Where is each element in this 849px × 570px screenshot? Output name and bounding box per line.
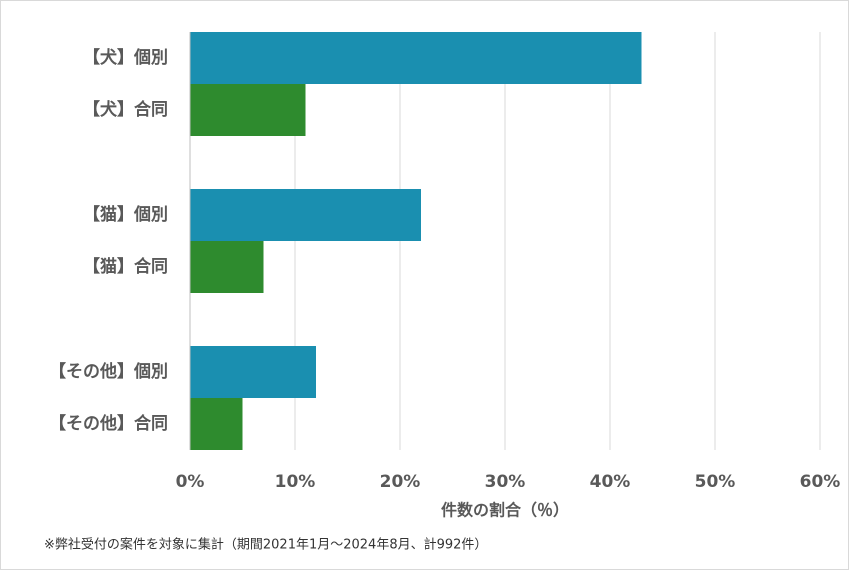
bar (190, 241, 264, 293)
y-tick-label: 【その他】合同 (49, 413, 168, 434)
bar (190, 32, 642, 84)
y-tick-label: 【猫】合同 (83, 256, 168, 277)
y-tick-label: 【猫】個別 (83, 204, 168, 225)
x-tick-label: 10% (275, 472, 316, 492)
bar (190, 398, 243, 450)
x-tick-label: 20% (380, 472, 421, 492)
bar (190, 346, 316, 398)
x-tick-label: 40% (590, 472, 631, 492)
x-tick-label: 30% (485, 472, 526, 492)
y-tick-label: 【犬】合同 (83, 99, 168, 120)
x-tick-label: 0% (176, 472, 205, 492)
y-tick-label: 【犬】個別 (83, 47, 168, 68)
bar (190, 189, 421, 241)
x-axis-title: 件数の割合（％） (441, 501, 569, 520)
footnote: ※弊社受付の案件を対象に集計（期間2021年1月～2024年8月、計992件） (44, 537, 487, 553)
y-tick-label: 【その他】個別 (49, 361, 168, 382)
x-tick-label: 60% (800, 472, 841, 492)
bar (190, 84, 306, 136)
x-tick-label: 50% (695, 472, 736, 492)
